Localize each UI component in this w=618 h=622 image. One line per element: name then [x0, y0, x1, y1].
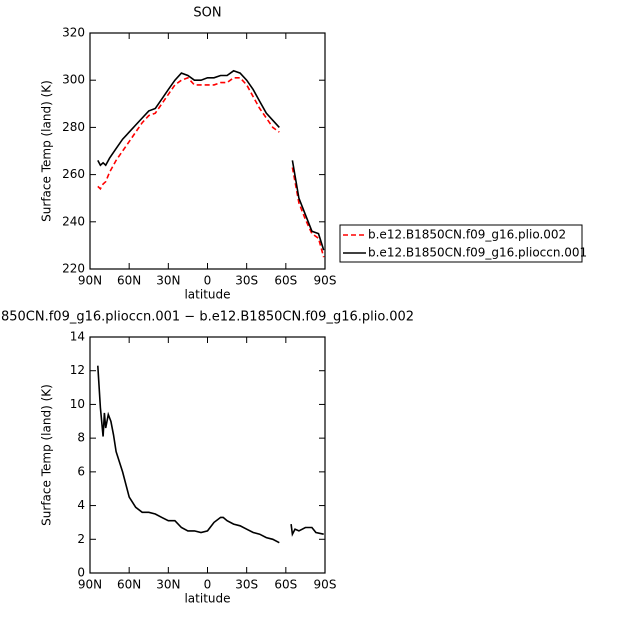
x-axis-label: latitude: [184, 592, 230, 606]
y-axis-label: Surface Temp (land) (K): [40, 384, 54, 526]
y-tick-label: 8: [77, 431, 85, 445]
x-tick-label: 30S: [235, 578, 258, 592]
y-tick-label: 260: [62, 167, 85, 181]
plot-frame: [89, 336, 326, 574]
x-tick-label: 0: [204, 578, 212, 592]
legend-label: b.e12.B1850CN.f09_g16.plio.002: [368, 228, 566, 242]
legend-label: b.e12.B1850CN.f09_g16.plioccn.001: [368, 246, 587, 260]
y-tick-label: 0: [77, 566, 85, 580]
chart-title: SON: [193, 6, 221, 21]
data-line: [290, 523, 324, 537]
y-tick-label: 12: [70, 363, 85, 377]
y-tick-label: 300: [62, 73, 85, 87]
data-line: [291, 160, 325, 251]
x-tick-label: 90S: [314, 578, 337, 592]
y-axis-label: Surface Temp (land) (K): [40, 80, 54, 222]
y-tick-label: 14: [70, 330, 85, 344]
x-tick-label: 60N: [117, 274, 141, 288]
x-tick-label: 60N: [117, 578, 141, 592]
x-tick-label: 90N: [78, 578, 102, 592]
y-tick-label: 6: [77, 464, 85, 478]
x-tick-label: 30N: [156, 578, 180, 592]
y-tick-label: 280: [62, 120, 85, 134]
legend-box: [339, 224, 583, 263]
x-tick-label: 30S: [235, 274, 258, 288]
plot-frame: [89, 32, 326, 270]
x-tick-label: 0: [204, 274, 212, 288]
data-line: [97, 69, 280, 167]
x-axis-label: latitude: [184, 288, 230, 302]
x-tick-label: 90S: [314, 274, 337, 288]
y-tick-label: 240: [62, 214, 85, 228]
x-tick-label: 60S: [274, 274, 297, 288]
y-tick-label: 2: [77, 532, 85, 546]
x-tick-label: 60S: [274, 578, 297, 592]
y-tick-label: 320: [62, 26, 85, 40]
y-tick-label: 10: [70, 397, 85, 411]
y-tick-label: 4: [77, 498, 85, 512]
x-tick-label: 30N: [156, 274, 180, 288]
data-line: [291, 167, 325, 258]
x-tick-label: 90N: [78, 274, 102, 288]
data-line: [97, 76, 280, 191]
chart-title: 850CN.f09_g16.plioccn.001 − b.e12.B1850C…: [1, 310, 414, 325]
y-tick-label: 220: [62, 262, 85, 276]
data-line: [97, 365, 280, 544]
